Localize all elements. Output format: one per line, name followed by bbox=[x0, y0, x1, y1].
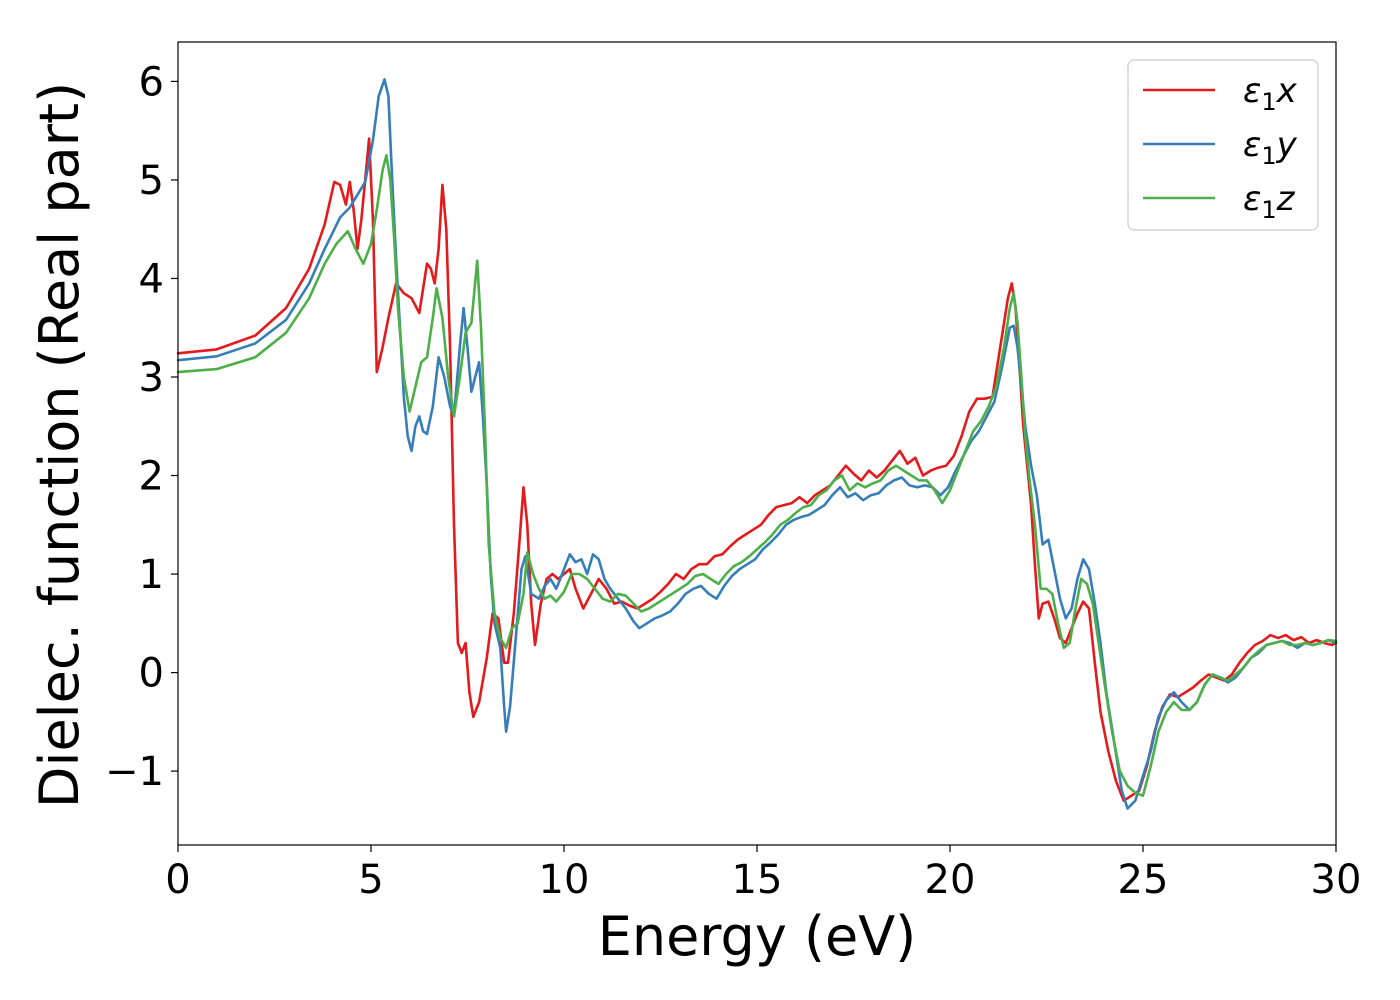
x-tick-label: 25 bbox=[1118, 857, 1169, 903]
x-axis-ticks: 0 5 10 15 20 25 30 bbox=[165, 845, 1361, 903]
x-tick-label: 15 bbox=[732, 857, 783, 903]
y-tick-label: 5 bbox=[139, 158, 164, 204]
x-tick-label: 5 bbox=[358, 857, 383, 903]
x-tick-label: 0 bbox=[165, 857, 190, 903]
y-tick-label: 1 bbox=[139, 552, 164, 598]
y-tick-label: 0 bbox=[139, 651, 164, 697]
series-layer bbox=[176, 78, 1338, 810]
y-axis-label: Dielec. function (Real part) bbox=[28, 82, 91, 808]
y-tick-label: 3 bbox=[139, 355, 164, 401]
legend-label-z: ε1z bbox=[1243, 179, 1296, 224]
x-tick-label: 10 bbox=[539, 857, 590, 903]
y-tick-label: 4 bbox=[139, 256, 164, 302]
y-tick-label: 6 bbox=[139, 59, 164, 105]
y-axis-ticks: −1 0 1 2 3 4 5 6 bbox=[105, 59, 178, 795]
y-tick-label: 2 bbox=[139, 454, 164, 500]
x-axis-label: Energy (eV) bbox=[598, 905, 917, 968]
series-line-z bbox=[176, 154, 1338, 797]
x-tick-label: 30 bbox=[1311, 857, 1362, 903]
series-line-y bbox=[176, 78, 1338, 810]
y-tick-label: −1 bbox=[105, 749, 164, 795]
legend-label-x: ε1x bbox=[1243, 71, 1298, 116]
legend-label-y: ε1y bbox=[1243, 125, 1298, 170]
series-line-x bbox=[176, 137, 1338, 802]
legend-box bbox=[1127, 59, 1319, 231]
x-tick-label: 20 bbox=[925, 857, 976, 903]
legend: ε1x ε1y ε1z bbox=[1127, 59, 1319, 231]
